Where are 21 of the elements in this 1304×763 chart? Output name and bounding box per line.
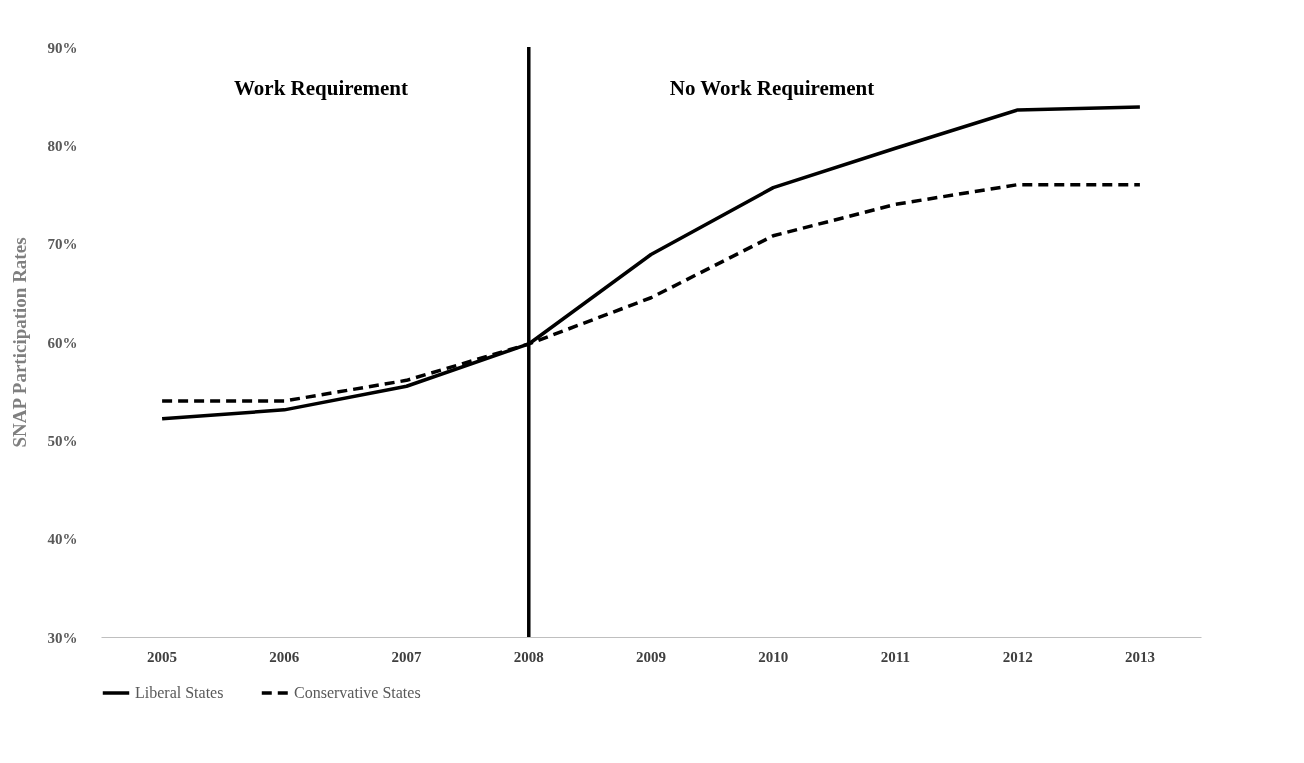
y-tick-label: 40%: [47, 531, 78, 548]
y-tick-label: 70%: [47, 236, 78, 253]
annotation: No Work Requirement: [669, 76, 875, 100]
y-tick-label: 60%: [47, 334, 78, 351]
x-tick-label: 2012: [1002, 648, 1033, 665]
y-axis-title: SNAP Participation Rates: [8, 237, 30, 448]
y-tick-label: 90%: [47, 39, 78, 56]
y-tick-label: 80%: [47, 137, 78, 154]
y-tick-label: 30%: [47, 629, 78, 646]
x-tick-label: 2011: [880, 648, 911, 665]
x-tick-label: 2008: [513, 648, 544, 665]
legend-label: Conservative States: [294, 684, 421, 701]
x-tick-label: 2007: [391, 648, 423, 665]
x-tick-label: 2006: [269, 648, 300, 665]
x-tick-label: 2009: [636, 648, 666, 665]
annotation: Work Requirement: [233, 76, 409, 100]
legend-label: Liberal States: [135, 684, 224, 701]
y-tick-label: 50%: [47, 432, 78, 449]
x-tick-label: 2005: [147, 648, 178, 665]
x-tick-label: 2013: [1124, 648, 1155, 665]
x-tick-label: 2010: [758, 648, 789, 665]
